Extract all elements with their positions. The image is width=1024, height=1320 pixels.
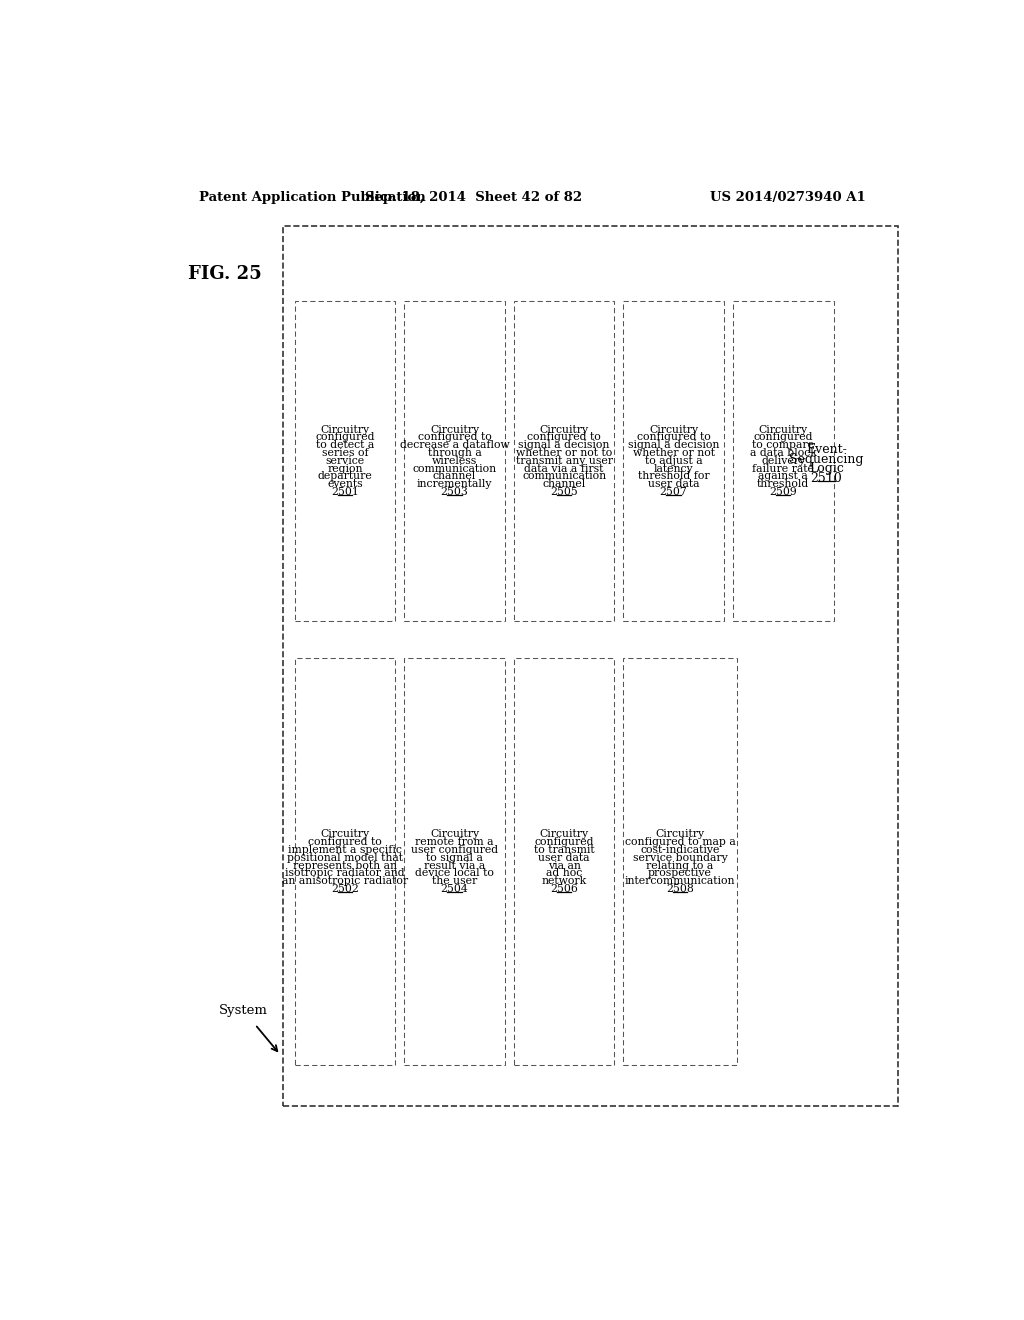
Bar: [404, 301, 505, 620]
Text: network: network: [542, 876, 587, 886]
Text: Circuitry: Circuitry: [540, 425, 589, 434]
Text: 2505: 2505: [550, 487, 578, 498]
Text: against a: against a: [758, 471, 808, 482]
Text: Circuitry: Circuitry: [655, 829, 705, 840]
Text: 2503: 2503: [440, 487, 469, 498]
Text: region: region: [328, 463, 362, 474]
Text: whether or not: whether or not: [633, 447, 715, 458]
Text: configured to map a: configured to map a: [625, 837, 735, 847]
Text: to transmit: to transmit: [534, 845, 594, 855]
Bar: [624, 659, 736, 1065]
Text: implement a specific: implement a specific: [288, 845, 402, 855]
Text: to adjust a: to adjust a: [645, 455, 702, 466]
Text: Sequencing: Sequencing: [790, 453, 863, 466]
Text: through a: through a: [428, 447, 481, 458]
Text: System: System: [219, 1005, 268, 1018]
Text: Circuitry: Circuitry: [321, 425, 370, 434]
Text: device local to: device local to: [415, 869, 494, 879]
Text: cost-indicative: cost-indicative: [640, 845, 720, 855]
Bar: [404, 659, 505, 1065]
Text: Logic: Logic: [809, 462, 844, 475]
Text: configured: configured: [315, 433, 375, 442]
Text: threshold: threshold: [757, 479, 809, 490]
Text: channel: channel: [433, 471, 476, 482]
Text: communication: communication: [413, 463, 497, 474]
Text: 2509: 2509: [769, 487, 797, 498]
Bar: [283, 227, 898, 1106]
Text: Circuitry: Circuitry: [321, 829, 370, 840]
Text: events: events: [328, 479, 362, 490]
Text: 2504: 2504: [440, 884, 468, 894]
Text: Circuitry: Circuitry: [430, 829, 479, 840]
Text: Circuitry: Circuitry: [430, 425, 479, 434]
Bar: [514, 301, 614, 620]
Text: delivery: delivery: [761, 455, 805, 466]
Text: relating to a: relating to a: [646, 861, 714, 871]
Text: incrementally: incrementally: [417, 479, 493, 490]
Text: configured to: configured to: [527, 433, 601, 442]
Text: ad hoc: ad hoc: [546, 869, 583, 879]
Text: to detect a: to detect a: [316, 440, 374, 450]
Text: transmit any user: transmit any user: [515, 455, 612, 466]
Text: threshold for: threshold for: [638, 471, 710, 482]
Text: to compare: to compare: [752, 440, 814, 450]
Text: departure: departure: [317, 471, 373, 482]
Text: positional model that: positional model that: [287, 853, 403, 863]
Text: 2502: 2502: [331, 884, 359, 894]
Text: latency: latency: [653, 463, 693, 474]
Text: configured to: configured to: [308, 837, 382, 847]
Text: configured: configured: [535, 837, 594, 847]
Text: wireless: wireless: [432, 455, 477, 466]
Text: 2506: 2506: [550, 884, 578, 894]
Bar: [295, 659, 395, 1065]
Text: via an: via an: [548, 861, 581, 871]
Text: Patent Application Publication: Patent Application Publication: [200, 191, 426, 203]
Text: service: service: [326, 455, 365, 466]
Text: configured to: configured to: [418, 433, 492, 442]
Text: Circuitry: Circuitry: [759, 425, 808, 434]
Text: configured to: configured to: [637, 433, 711, 442]
Text: user data: user data: [648, 479, 699, 490]
Text: FIG. 25: FIG. 25: [187, 265, 261, 282]
Text: result via a: result via a: [424, 861, 485, 871]
Text: the user: the user: [432, 876, 477, 886]
Text: failure rate: failure rate: [753, 463, 814, 474]
Text: series of: series of: [322, 447, 369, 458]
Text: configured: configured: [754, 433, 813, 442]
Text: US 2014/0273940 A1: US 2014/0273940 A1: [711, 191, 866, 203]
Text: user data: user data: [539, 853, 590, 863]
Text: represents both an: represents both an: [293, 861, 397, 871]
Text: data via a first: data via a first: [524, 463, 604, 474]
Text: 2510: 2510: [810, 473, 843, 484]
Text: an anisotropic radiator: an anisotropic radiator: [282, 876, 409, 886]
Bar: [733, 301, 834, 620]
Bar: [295, 301, 395, 620]
Text: to signal a: to signal a: [426, 853, 483, 863]
Text: isotropic radiator and: isotropic radiator and: [286, 869, 404, 879]
Text: prospective: prospective: [648, 869, 712, 879]
Text: communication: communication: [522, 471, 606, 482]
Text: remote from a: remote from a: [416, 837, 494, 847]
Text: 2507: 2507: [659, 487, 687, 498]
Text: 2508: 2508: [666, 884, 694, 894]
Text: channel: channel: [543, 479, 586, 490]
Text: Sep. 18, 2014  Sheet 42 of 82: Sep. 18, 2014 Sheet 42 of 82: [365, 191, 582, 203]
Bar: [514, 659, 614, 1065]
Text: Circuitry: Circuitry: [649, 425, 698, 434]
Text: 2501: 2501: [331, 487, 359, 498]
Text: Event-: Event-: [806, 444, 847, 455]
Text: decrease a dataflow: decrease a dataflow: [399, 440, 510, 450]
Text: intercommunication: intercommunication: [625, 876, 735, 886]
Bar: [624, 301, 724, 620]
Text: Circuitry: Circuitry: [540, 829, 589, 840]
Text: user configured: user configured: [411, 845, 498, 855]
Text: service boundary: service boundary: [633, 853, 727, 863]
Text: signal a decision: signal a decision: [628, 440, 719, 450]
Text: signal a decision: signal a decision: [518, 440, 609, 450]
Text: a data block: a data block: [750, 447, 816, 458]
Text: whether or not to: whether or not to: [516, 447, 612, 458]
